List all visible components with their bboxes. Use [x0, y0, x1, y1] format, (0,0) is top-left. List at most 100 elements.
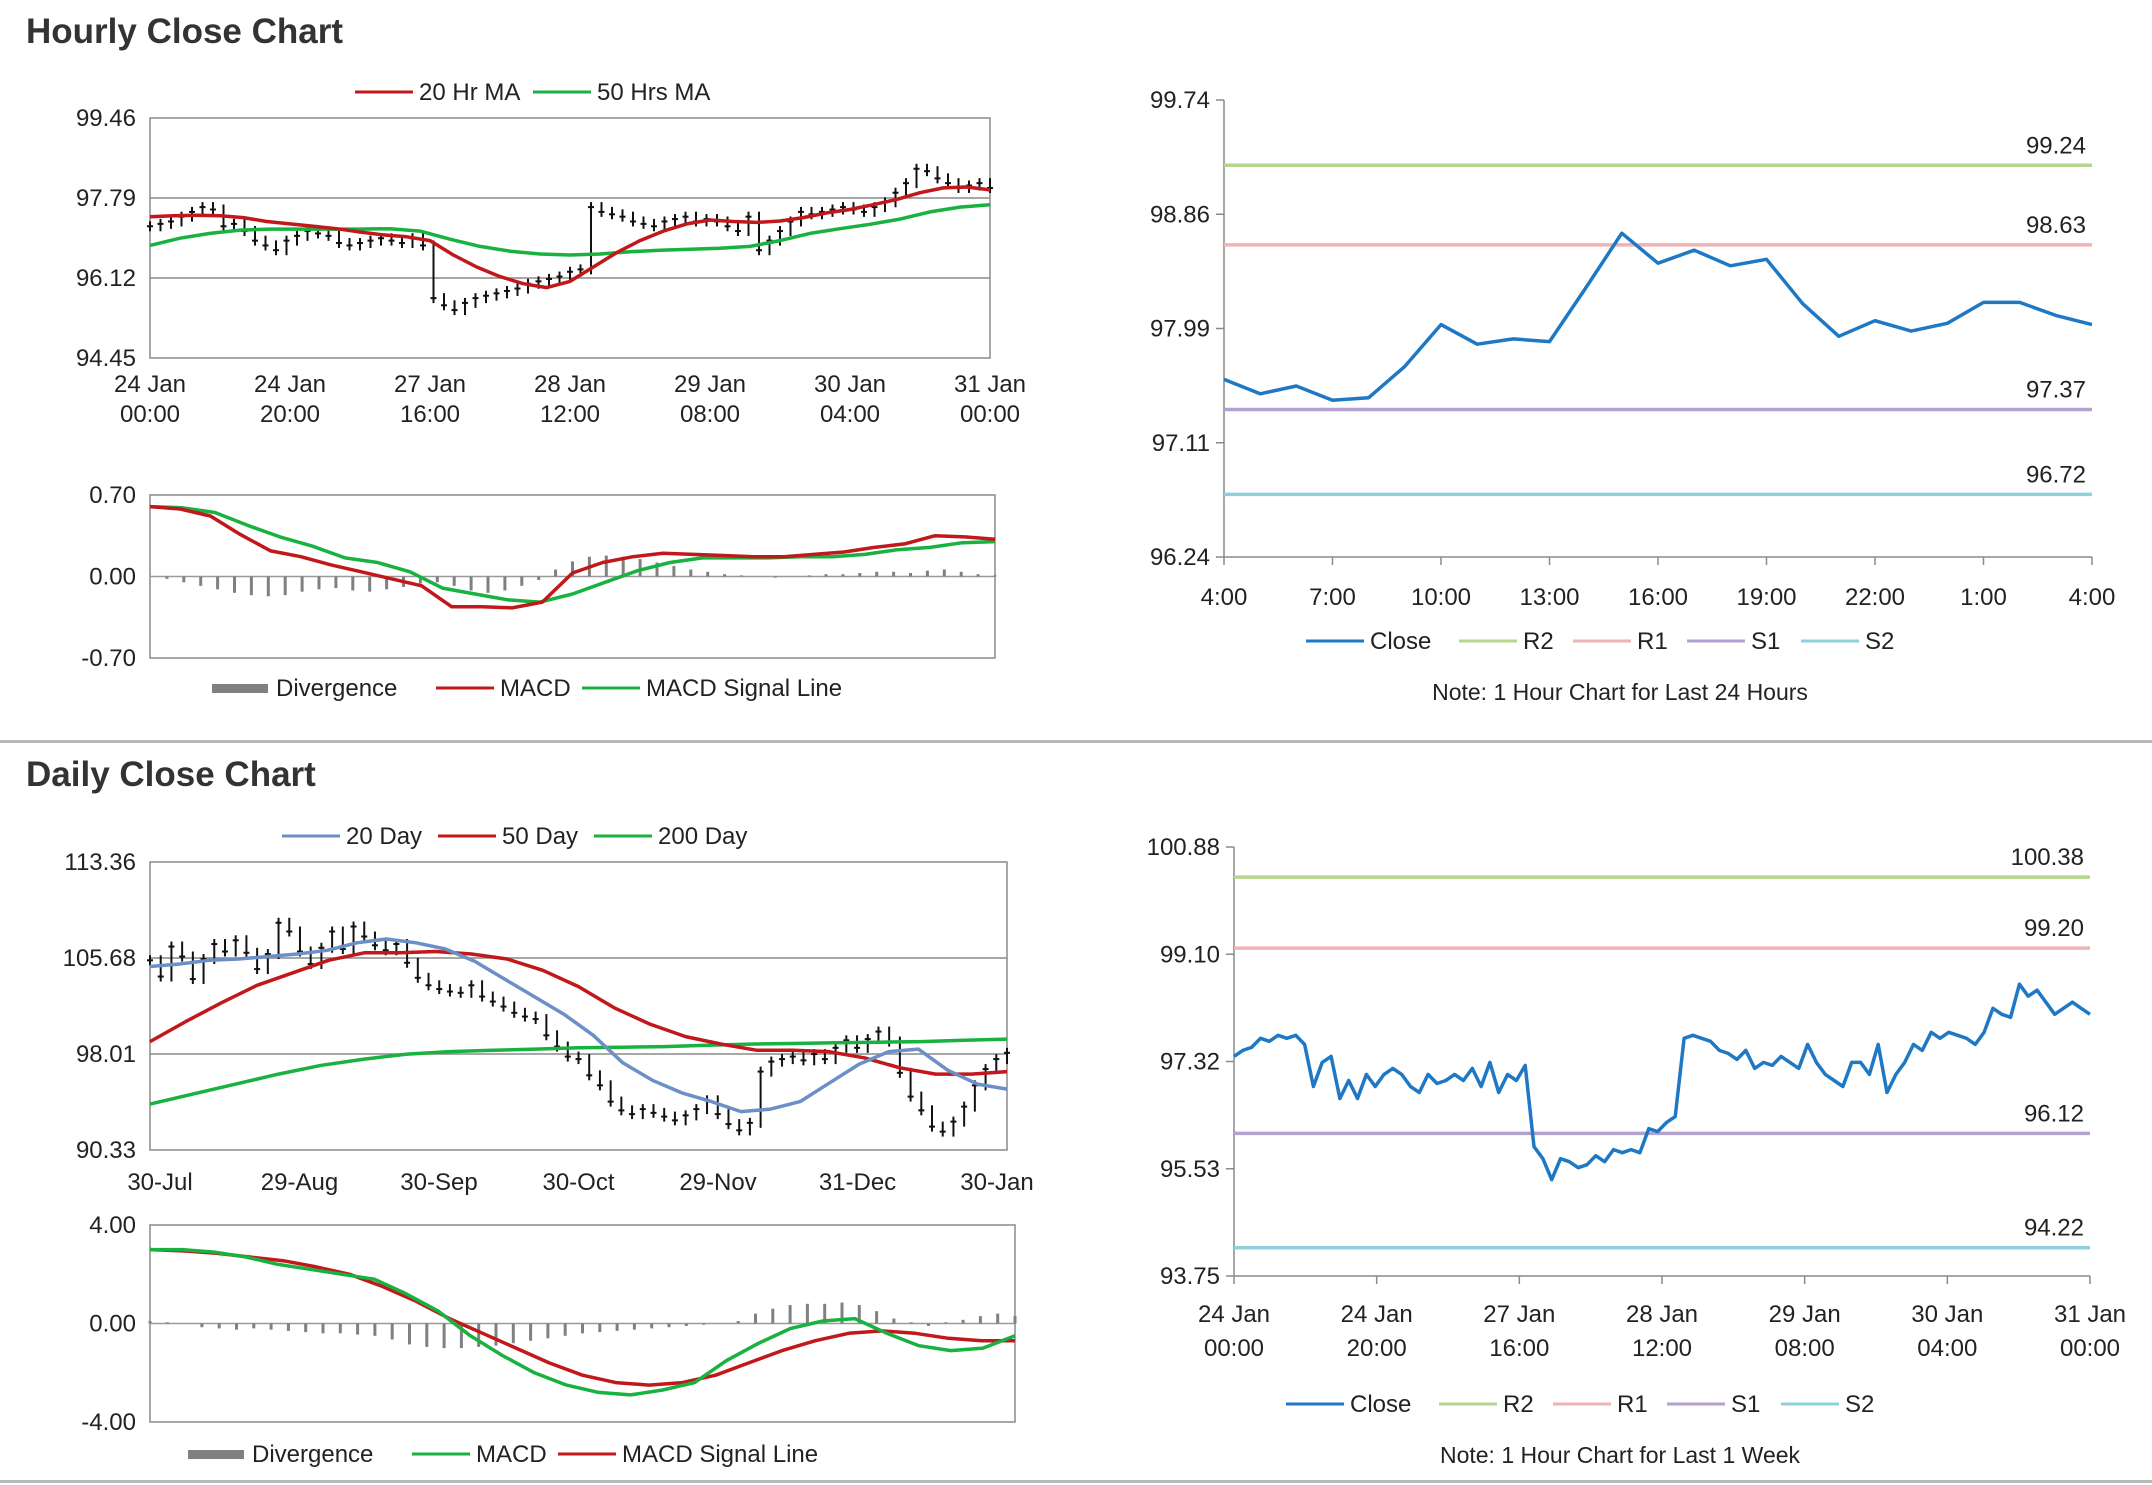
- x-tick-time: 04:00: [820, 401, 880, 428]
- legend-label: MACD Signal Line: [622, 1441, 818, 1468]
- x-tick-time: 20:00: [1347, 1335, 1407, 1362]
- daily-section-title: Daily Close Chart: [26, 755, 316, 794]
- level-label: 94.22: [2024, 1215, 2084, 1242]
- legend-label: S1: [1731, 1391, 1760, 1418]
- x-tick-time: 00:00: [120, 401, 180, 428]
- x-tick-time: 12:00: [1632, 1335, 1692, 1362]
- level-label: 99.24: [2026, 132, 2086, 159]
- x-tick-label: 7:00: [1309, 584, 1356, 611]
- x-tick-time: 16:00: [400, 401, 460, 428]
- x-tick-time: 00:00: [960, 401, 1020, 428]
- x-tick-label: 13:00: [1519, 584, 1579, 611]
- x-tick-label: 10:00: [1411, 584, 1471, 611]
- y-tick-label: 99.74: [1150, 87, 1210, 114]
- y-tick-label: -4.00: [81, 1409, 136, 1436]
- legend-label: S2: [1865, 628, 1894, 655]
- ma20-line: [149, 937, 1008, 1114]
- level-label: 97.37: [2026, 376, 2086, 403]
- y-tick-label: 113.36: [64, 849, 136, 876]
- y-tick-label: 97.11: [1152, 430, 1210, 457]
- y-tick-label: 0.00: [89, 1311, 136, 1338]
- ma200-line: [149, 1037, 1008, 1106]
- hourly-close-24h-chart: 99.74 98.86 97.99 97.11 96.24 99.24 98.63 97.37…: [1150, 87, 2115, 705]
- x-tick-label: 29-Aug: [261, 1169, 338, 1196]
- daily-macd-chart: 4.00 0.00 -4.00 Divergence MACD MACD Signal L…: [81, 1212, 1017, 1468]
- x-tick-date: 31 Jan: [2054, 1301, 2126, 1328]
- y-tick-label: 97.32: [1160, 1049, 1220, 1076]
- x-tick-date: 27 Jan: [1483, 1301, 1555, 1328]
- y-tick-label: 97.99: [1150, 316, 1210, 343]
- x-tick-date: 24 Jan: [1198, 1301, 1270, 1328]
- level-label: 96.12: [2024, 1100, 2084, 1127]
- x-tick-label: 1:00: [1960, 584, 2007, 611]
- x-tick-label: 31-Dec: [819, 1169, 896, 1196]
- x-tick-date: 29 Jan: [674, 371, 746, 398]
- y-tick-label: 0.00: [89, 564, 136, 591]
- close-line: [1233, 982, 2091, 1182]
- close-line: [1223, 231, 2093, 403]
- y-tick-label: 90.33: [76, 1137, 136, 1164]
- y-tick-label: 100.88: [1147, 834, 1220, 861]
- x-tick-date: 24 Jan: [254, 371, 326, 398]
- bottom-divider: [0, 1480, 2152, 1483]
- ma50-line: [149, 949, 1008, 1076]
- legend-label: 50 Day: [502, 823, 578, 850]
- x-tick-label: 16:00: [1628, 584, 1688, 611]
- x-tick-date: 28 Jan: [534, 371, 606, 398]
- x-tick-time: 08:00: [680, 401, 740, 428]
- x-tick-label: 4:00: [1201, 584, 1248, 611]
- legend-swatch: [188, 1450, 244, 1459]
- plot-frame: [149, 861, 1008, 1151]
- y-tick-label: -0.70: [81, 645, 136, 672]
- hourly-section-title: Hourly Close Chart: [26, 12, 343, 51]
- level-label: 98.63: [2026, 212, 2086, 239]
- x-tick-date: 24 Jan: [1341, 1301, 1413, 1328]
- ma20-line: [149, 185, 991, 290]
- signal-line: [149, 504, 996, 604]
- y-tick-label: 94.45: [76, 345, 136, 372]
- y-tick-label: 105.68: [63, 945, 136, 972]
- x-tick-date: 24 Jan: [114, 371, 186, 398]
- y-tick-label: 0.70: [89, 482, 136, 509]
- x-tick-label: 30-Oct: [542, 1169, 614, 1196]
- legend-label: 200 Day: [658, 823, 747, 850]
- level-label: 100.38: [2011, 844, 2084, 871]
- x-tick-time: 00:00: [1204, 1335, 1264, 1362]
- legend-label: 50 Hrs MA: [597, 79, 710, 106]
- x-tick-date: 29 Jan: [1769, 1301, 1841, 1328]
- y-tick-label: 99.10: [1160, 941, 1220, 968]
- legend-label: S1: [1751, 628, 1780, 655]
- hourly-macd-chart: 0.70 0.00 -0.70 Divergence MACD MACD Signal L…: [81, 482, 997, 702]
- daily-close-1w-chart: 100.88 99.10 97.32 95.53 93.75 100.38 99.20 96.…: [1147, 834, 2126, 1468]
- legend-label: MACD: [476, 1441, 547, 1468]
- y-tick-label: 97.79: [76, 185, 136, 212]
- legend-label: Divergence: [252, 1441, 373, 1468]
- legend-label: 20 Day: [346, 823, 422, 850]
- x-tick-time: 20:00: [260, 401, 320, 428]
- ma50-line: [149, 202, 991, 257]
- x-tick-time: 16:00: [1489, 1335, 1549, 1362]
- legend-label: MACD Signal Line: [646, 675, 842, 702]
- legend-label: Divergence: [276, 675, 397, 702]
- legend-label: MACD: [500, 675, 571, 702]
- y-tick-label: 95.53: [1160, 1156, 1220, 1183]
- legend-label: Close: [1370, 628, 1431, 655]
- x-tick-label: 22:00: [1845, 584, 1905, 611]
- legend-label: S2: [1845, 1391, 1874, 1418]
- x-tick-label: 30-Sep: [400, 1169, 477, 1196]
- legend-label: Close: [1350, 1391, 1411, 1418]
- section-divider: [0, 740, 2152, 743]
- y-tick-label: 99.46: [76, 105, 136, 132]
- macd-line: [150, 1247, 1016, 1397]
- legend-label: 20 Hr MA: [419, 79, 520, 106]
- y-tick-label: 98.01: [76, 1041, 136, 1068]
- x-tick-date: 27 Jan: [394, 371, 466, 398]
- macd-line: [149, 504, 996, 610]
- x-tick-date: 28 Jan: [1626, 1301, 1698, 1328]
- level-label: 96.72: [2026, 461, 2086, 488]
- y-tick-label: 98.86: [1150, 201, 1210, 228]
- x-tick-label: 19:00: [1736, 584, 1796, 611]
- chart-note: Note: 1 Hour Chart for Last 24 Hours: [1432, 679, 1808, 705]
- legend-label: R1: [1637, 628, 1668, 655]
